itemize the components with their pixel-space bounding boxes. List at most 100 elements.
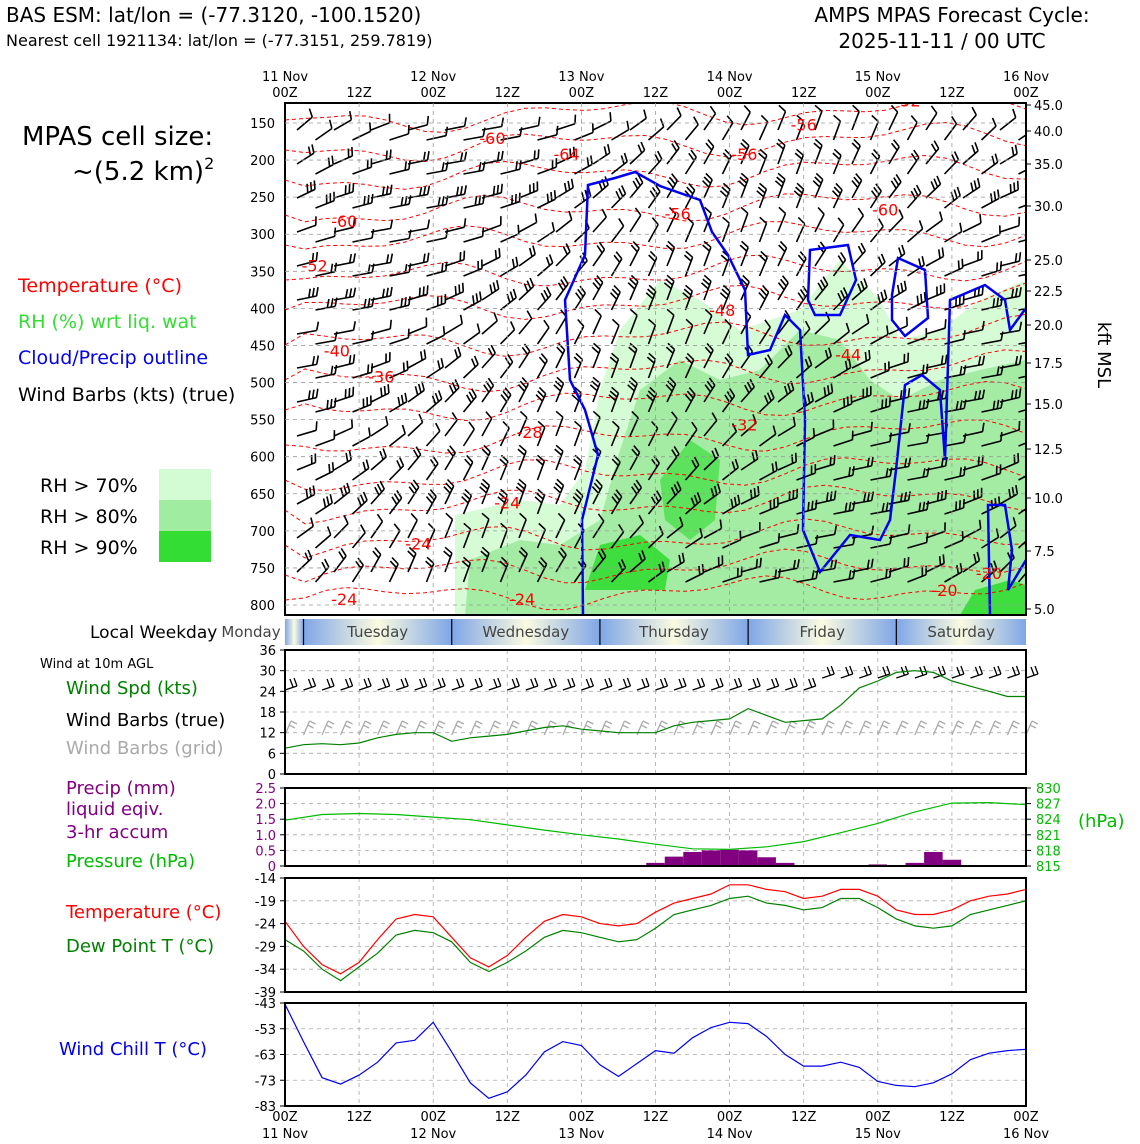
precip-bar [664,856,684,866]
wind-barb [592,241,606,267]
wind-barb [663,274,675,301]
wind-barb [907,565,927,583]
wind-barb [629,410,639,437]
wind-barb [925,283,946,301]
grid-wind-barb [951,720,965,736]
wind-barb [777,488,799,505]
wind-barb [573,318,585,345]
bottom-date-label: 11 Nov [262,1127,308,1140]
surface-wind-barb [284,677,298,691]
wind-barb [776,138,786,165]
wind-barb [758,284,770,311]
wind-barb [296,517,314,539]
wind-barb [981,496,1001,515]
wind-barb [665,376,677,403]
wind-barbs-layer [296,104,1026,583]
surface-wind-barb [544,677,557,691]
wind-barb [592,275,604,301]
y-tick-label: 30 [259,665,276,680]
wind-barb [333,450,352,471]
wind-barb [851,558,874,573]
wind-barb [555,547,567,573]
wind-barb [943,115,958,141]
wind-barb [388,457,405,481]
grid-wind-barb [506,720,520,736]
wind-barb [647,490,662,515]
wind-barb [962,142,979,165]
wind-barb [426,294,447,311]
wind-barb [572,488,584,515]
wind-barb [981,431,1003,447]
wind-barb [906,220,924,243]
temperature-label: -60 [479,129,505,148]
wind-barb [758,319,771,345]
wind-barb [703,308,713,335]
wind-barb [592,548,607,573]
wind-barb [794,148,805,175]
wind-barb [537,190,557,209]
temperature-label: -56 [791,115,817,134]
wind-barb [999,252,1022,267]
wind-barb [370,319,392,335]
wind-barb [795,251,807,277]
wind-barb [869,114,880,141]
wind-barb [832,114,842,141]
cloud-outline-layer [563,170,1026,615]
wind-barb [719,284,731,311]
weekday-label: Local Weekday [90,623,217,643]
wind-barb [925,175,942,199]
wind-barb [1018,475,1026,481]
wind-barb [352,427,371,447]
wind-barb [793,182,805,209]
wind-barb [370,219,394,233]
wind-barb [758,250,769,277]
wind-barb [444,411,458,437]
wind-barb [370,149,392,165]
wind-barb [925,489,948,505]
weekday-segment [303,619,452,645]
wind-barb [389,360,409,379]
y-tick-label: 0 [268,860,276,875]
wind-barb [944,562,963,583]
wind-barb [426,326,446,345]
bottom-hour-label: 00Z [272,1110,298,1125]
wind-barb [555,342,566,369]
kft-tick-label: 17.5 [1034,357,1063,372]
wind-barb [407,185,431,199]
wind-barb [888,457,912,471]
wind-barb [737,172,749,199]
cloud-outline-main [563,170,1026,615]
wind-barb [592,308,602,335]
precip-bar [905,862,925,866]
pressure-tick-label: 550 [250,414,275,429]
y-tick-label: -14 [255,872,276,887]
surface-wind-barb [618,677,632,691]
temperature-label: -28 [516,423,542,442]
wind-barb [1018,375,1026,379]
wind-barb [629,207,642,233]
wind-barb [796,534,819,549]
wind-barb [444,445,456,471]
surface-wind-barb [766,677,780,691]
wind-barb [962,320,985,335]
wind-barb [555,243,571,267]
legend-precip-3: 3-hr accum [66,822,168,843]
wind-barb [962,422,985,437]
wind-barb [592,410,601,437]
y-tick-label: -29 [255,940,276,955]
temperature-labels: -60 -64 -56 -56 -52 -60 -56 -60 -52 -48 -44 -40 -36 -… [302,103,1002,609]
grid-wind-barb [858,720,872,736]
wind-barb [758,114,769,141]
wind-barb [536,353,548,379]
surface-wind-barb [470,677,483,691]
pressure-tick-label: 300 [250,228,275,243]
wind-barb [609,352,620,379]
wind-barb [777,559,800,573]
wind-barb [851,491,875,505]
top-hour-label: 12Z [791,86,817,101]
wind-barb [463,291,482,311]
wind-barb [500,288,517,311]
wind-barb [980,117,997,141]
wind-barb [333,418,354,437]
wind-barb [999,453,1020,471]
